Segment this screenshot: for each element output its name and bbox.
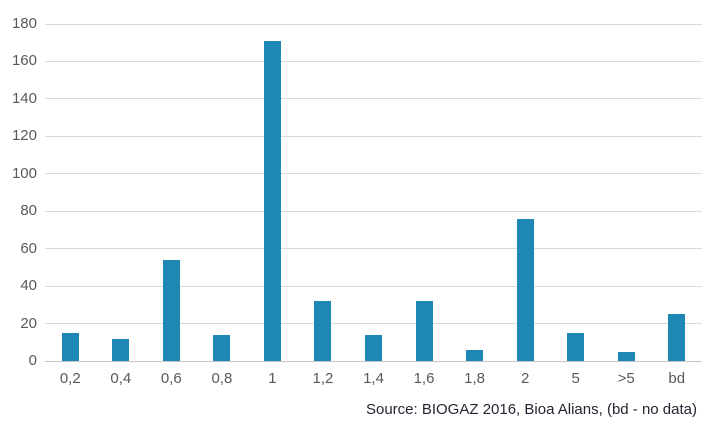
x-axis-tick-label: 1,6	[413, 370, 435, 387]
gridline	[45, 285, 702, 287]
x-axis-tick-label: 1,4	[363, 370, 384, 387]
gridline	[45, 210, 702, 212]
bar	[213, 334, 231, 361]
y-axis-tick-label: 60	[20, 239, 37, 257]
bar	[617, 351, 635, 361]
bar	[415, 301, 433, 361]
y-axis-tick-label: 120	[11, 127, 37, 145]
bar	[263, 40, 281, 361]
gridline	[45, 23, 702, 25]
plot-area: 0 20 40 60 80 100 120 140 160 180 0,2 0,4 0,6 0,8 1 1,2…	[12, 15, 702, 387]
bar	[61, 332, 79, 361]
bar	[365, 334, 382, 361]
gridline	[45, 98, 702, 100]
x-axis-tick-label: bd	[668, 370, 686, 387]
x-axis-tick-label: 0,4	[110, 370, 132, 387]
bar	[668, 314, 686, 361]
y-axis-tick-label: 180	[11, 15, 37, 32]
x-axis-tick-label: 1,2	[312, 370, 334, 387]
x-axis-tick-label: 0,2	[59, 370, 81, 387]
y-axis-tick-label: 80	[20, 202, 37, 220]
x-axis-tick-label: 1	[268, 370, 277, 387]
bar	[466, 349, 484, 361]
x-axis-tick-label: 5	[571, 370, 580, 387]
bar	[314, 301, 332, 361]
x-axis-tick-label: 0,6	[160, 370, 182, 387]
gridline	[45, 173, 702, 175]
x-axis-line	[45, 360, 702, 362]
gridline	[45, 248, 702, 250]
bar	[162, 259, 180, 361]
bar	[112, 338, 130, 361]
y-axis-tick-label: 140	[11, 89, 37, 107]
gridline	[45, 323, 702, 325]
y-axis-tick-label: 100	[11, 164, 37, 182]
gridline	[45, 135, 702, 137]
x-axis-tick-label: >5	[617, 370, 635, 387]
y-axis-tick-label: 160	[11, 52, 37, 70]
gridline	[45, 60, 702, 62]
x-axis-tick-label: 0,8	[211, 370, 233, 387]
y-axis-tick-label: 0	[28, 352, 37, 369]
y-axis-tick-label: 40	[20, 277, 37, 295]
bar	[567, 332, 585, 361]
bar	[516, 218, 534, 361]
source-caption: Source: BIOGAZ 2016, Bioa Alians, (bd - …	[365, 401, 697, 418]
x-axis-tick-label: 2	[520, 370, 530, 387]
y-axis-tick-label: 20	[20, 314, 37, 332]
x-axis-tick-label: 1,8	[464, 370, 485, 387]
